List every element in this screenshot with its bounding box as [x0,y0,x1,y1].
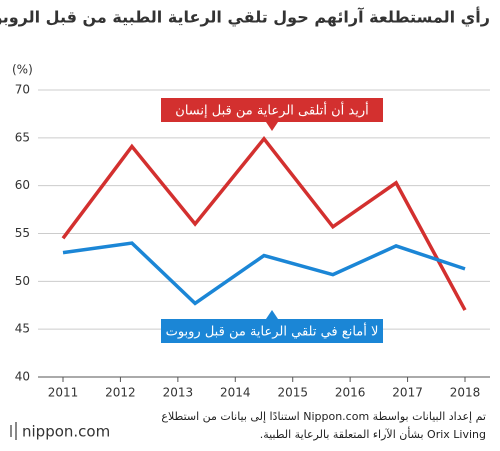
x-tick-label: 2016 [335,386,366,400]
y-tick-label: 55 [15,226,30,240]
label-pointer [266,310,278,319]
source: تم إعداد البيانات بواسطة Nippon.com استن… [161,410,486,441]
logo: nippon.com [10,422,110,441]
label-pointer [266,122,278,131]
series-line [62,241,466,306]
logo-bar [10,425,12,437]
chart: رأي المستطلعة آرائهم حول تلقي الرعاية ال… [0,7,490,400]
label-box [161,98,383,122]
y-tick-label: 50 [15,274,30,288]
logo-bar [15,422,17,440]
chart-title: رأي المستطلعة آرائهم حول تلقي الرعاية ال… [0,7,490,28]
y-tick-label: 60 [15,178,30,192]
y-tick-label: 65 [15,130,30,144]
x-tick-label: 2018 [450,386,481,400]
y-tick-label: 45 [15,322,30,336]
y-tick-label: 70 [15,83,30,97]
y-unit: (%) [12,63,33,77]
x-tick-label: 2011 [48,386,79,400]
series-line [61,135,467,311]
x-tick-label: 2014 [220,386,251,400]
legend-label: أريد أن أتلقى الرعاية من قبل إنسان [175,102,368,119]
y-tick-label: 40 [15,370,30,384]
logo-text: nippon.com [22,423,110,441]
x-tick-label: 2015 [277,386,308,400]
x-tick-label: 2012 [105,386,136,400]
legend-label: لا أمانع في تلقي الرعاية من قبل روبوت [166,323,379,340]
x-tick-label: 2017 [392,386,423,400]
label-box [161,319,383,343]
x-tick-label: 2013 [163,386,194,400]
